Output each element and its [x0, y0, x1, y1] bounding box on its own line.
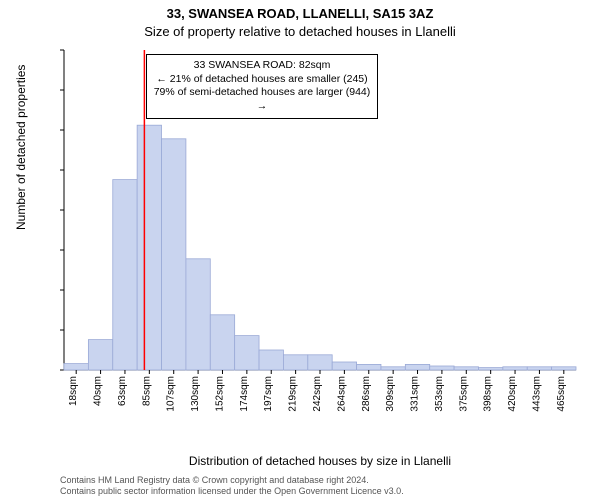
annotation-box: 33 SWANSEA ROAD: 82sqm ← 21% of detached…	[146, 54, 378, 119]
x-axis-label: Distribution of detached houses by size …	[60, 454, 580, 468]
chart-container: 33, SWANSEA ROAD, LLANELLI, SA15 3AZ Siz…	[0, 0, 600, 500]
svg-text:219sqm: 219sqm	[288, 376, 299, 412]
svg-text:398sqm: 398sqm	[483, 376, 494, 412]
svg-text:353sqm: 353sqm	[434, 376, 445, 412]
svg-text:40sqm: 40sqm	[93, 376, 104, 406]
chart-subtitle: Size of property relative to detached ho…	[0, 24, 600, 39]
svg-text:331sqm: 331sqm	[410, 376, 421, 412]
svg-text:420sqm: 420sqm	[507, 376, 518, 412]
svg-text:443sqm: 443sqm	[531, 376, 542, 412]
page-title: 33, SWANSEA ROAD, LLANELLI, SA15 3AZ	[0, 6, 600, 21]
svg-text:286sqm: 286sqm	[361, 376, 372, 412]
y-axis-label: Number of detached properties	[14, 65, 28, 230]
svg-text:197sqm: 197sqm	[263, 376, 274, 412]
svg-text:107sqm: 107sqm	[166, 376, 177, 412]
svg-text:309sqm: 309sqm	[385, 376, 396, 412]
svg-text:375sqm: 375sqm	[458, 376, 469, 412]
chart-area: 05010015020025030035040018sqm40sqm63sqm8…	[60, 44, 580, 414]
footer-line-2: Contains public sector information licen…	[60, 486, 590, 498]
svg-text:130sqm: 130sqm	[190, 376, 201, 412]
footer-line-1: Contains HM Land Registry data © Crown c…	[60, 475, 590, 487]
svg-text:18sqm: 18sqm	[68, 376, 79, 406]
svg-text:264sqm: 264sqm	[336, 376, 347, 412]
svg-text:63sqm: 63sqm	[117, 376, 128, 406]
annotation-line-3: 79% of semi-detached houses are larger (…	[153, 86, 371, 113]
annotation-line-1: 33 SWANSEA ROAD: 82sqm	[153, 59, 371, 73]
footer: Contains HM Land Registry data © Crown c…	[60, 475, 590, 498]
svg-text:242sqm: 242sqm	[312, 376, 323, 412]
svg-text:85sqm: 85sqm	[141, 376, 152, 406]
svg-text:174sqm: 174sqm	[239, 376, 250, 412]
svg-text:465sqm: 465sqm	[556, 376, 567, 412]
svg-text:152sqm: 152sqm	[214, 376, 225, 412]
annotation-line-2: ← 21% of detached houses are smaller (24…	[153, 73, 371, 87]
